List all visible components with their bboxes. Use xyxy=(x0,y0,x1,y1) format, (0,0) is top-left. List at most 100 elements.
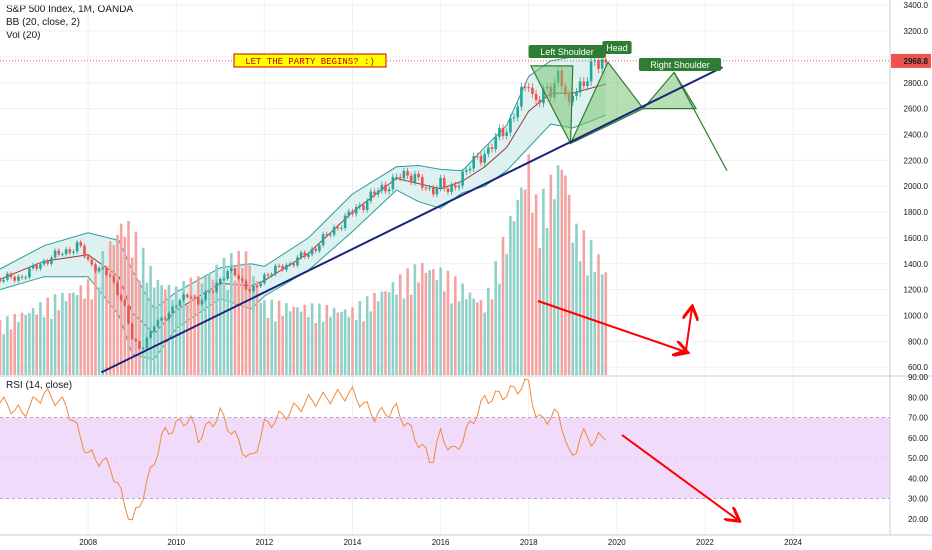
volume-bar xyxy=(340,311,343,375)
volume-bar xyxy=(483,312,486,375)
candle-body xyxy=(197,297,200,305)
volume-bar xyxy=(343,309,347,375)
volume-bar xyxy=(35,314,38,375)
volume-bar xyxy=(127,221,130,375)
volume-bar xyxy=(589,239,593,375)
volume-bar xyxy=(439,267,442,375)
volume-bar xyxy=(57,310,61,375)
volume-bar xyxy=(303,304,307,375)
volume-bar xyxy=(314,323,318,375)
candle-body xyxy=(288,263,292,265)
volume-bar xyxy=(222,257,226,375)
candle-body xyxy=(571,96,575,102)
candle-body xyxy=(233,268,237,276)
volume-bar xyxy=(50,318,53,375)
head-label-bg xyxy=(602,41,632,54)
volume-bar xyxy=(362,321,365,375)
volume-bar xyxy=(472,298,475,375)
volume-bar xyxy=(516,200,519,375)
head-label-text: Head xyxy=(606,43,628,53)
volume-bar xyxy=(167,284,171,375)
volume-bar xyxy=(263,300,266,375)
volume-bar xyxy=(395,294,398,375)
candle-body xyxy=(0,279,2,282)
volume-bar xyxy=(402,298,406,375)
candle-body xyxy=(68,249,72,253)
volume-bar xyxy=(20,312,24,375)
volume-bar xyxy=(549,174,553,375)
candle-body xyxy=(351,211,354,214)
price-tick-label: 2000.0 xyxy=(904,182,929,191)
candle-body xyxy=(259,283,262,287)
candle-body xyxy=(604,59,608,63)
candle-body xyxy=(175,306,178,308)
candle-body xyxy=(50,257,53,264)
volume-bar xyxy=(435,279,439,375)
vol-legend: Vol (20) xyxy=(6,30,41,41)
price-tick-label: 2200.0 xyxy=(904,156,929,165)
volume-bar xyxy=(141,247,145,375)
candle-body xyxy=(472,156,475,169)
rsi-down-arrow xyxy=(621,434,738,520)
volume-bar xyxy=(380,291,384,375)
candle-body xyxy=(487,147,490,154)
candle-body xyxy=(597,60,600,69)
volume-bar xyxy=(336,312,340,375)
candle-body xyxy=(479,156,483,163)
candle-body xyxy=(28,268,31,278)
volume-bar xyxy=(461,283,464,375)
volume-bar xyxy=(575,223,578,375)
volume-bar xyxy=(564,175,567,375)
candle-body xyxy=(39,264,42,269)
right-shoulder-label-text: Right Shoulder xyxy=(650,60,710,70)
volume-bar xyxy=(545,228,549,375)
volume-bar xyxy=(189,277,193,375)
candle-body xyxy=(391,176,395,190)
volume-bar xyxy=(358,301,362,375)
candle-body xyxy=(252,285,255,291)
volume-bar xyxy=(285,303,288,375)
candle-body xyxy=(509,118,512,133)
volume-bar xyxy=(75,295,79,375)
volume-bar xyxy=(274,321,277,375)
candle-body xyxy=(204,291,207,301)
rsi-tick-label: 30.00 xyxy=(908,495,929,504)
candle-body xyxy=(512,117,516,119)
candle-body xyxy=(281,266,284,270)
volume-bar xyxy=(296,307,299,375)
volume-bar xyxy=(593,271,597,375)
candle-body xyxy=(340,228,343,229)
time-tick-label: 2010 xyxy=(167,538,185,547)
price-tick-label: 1600.0 xyxy=(904,234,929,243)
volume-bar xyxy=(582,230,586,375)
candle-body xyxy=(332,227,336,235)
candle-body xyxy=(241,278,244,281)
volume-bar xyxy=(0,320,2,375)
candle-body xyxy=(149,331,152,338)
volume-bar xyxy=(68,293,72,375)
candle-body xyxy=(380,184,384,191)
price-tick-label: 2400.0 xyxy=(904,130,929,139)
volume-bar xyxy=(307,317,310,375)
candle-body xyxy=(329,234,332,236)
candle-body xyxy=(498,128,501,137)
projection-line xyxy=(673,72,728,171)
rsi-tick-label: 20.00 xyxy=(908,515,929,524)
candle-body xyxy=(156,320,160,327)
candle-body xyxy=(145,337,149,348)
volume-bar xyxy=(244,251,248,375)
candle-body xyxy=(20,276,24,278)
volume-bar xyxy=(527,154,530,375)
candle-body xyxy=(465,170,468,172)
price-tick-label: 1000.0 xyxy=(904,312,929,321)
rsi-legend: RSI (14, close) xyxy=(6,380,73,391)
volume-bar xyxy=(443,291,446,375)
candle-body xyxy=(435,188,439,195)
candle-body xyxy=(94,264,97,272)
candle-body xyxy=(167,312,171,320)
candle-body xyxy=(336,227,340,229)
candle-body xyxy=(586,81,589,86)
volume-bar xyxy=(597,254,600,375)
